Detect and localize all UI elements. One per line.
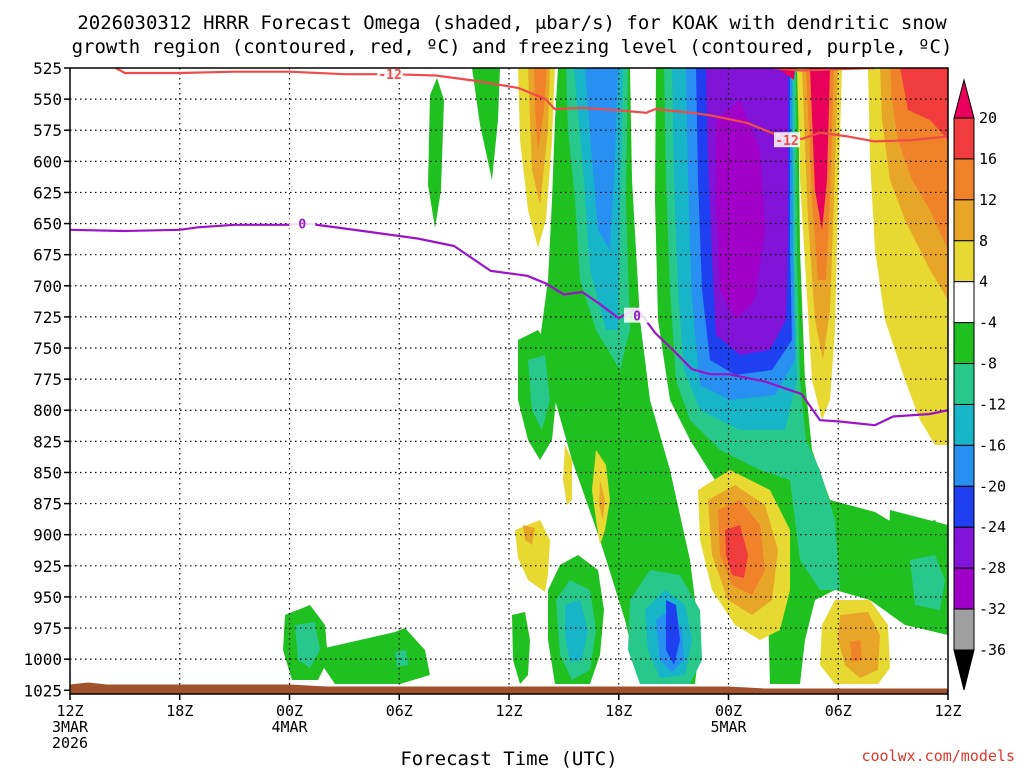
y-tick-label-875: 875 [33, 495, 62, 514]
y-tick-label-775: 775 [33, 370, 62, 389]
x-tick-label-6: 18Z [166, 702, 193, 720]
contour-label-bg-0-0 [377, 68, 404, 82]
colorbar-label-8: -16 [979, 436, 1006, 454]
x-tick-year-0: 2026 [52, 734, 88, 752]
credit-text: coolwx.com/models [861, 747, 1015, 765]
chart-title-line-2: growth region (contoured, red, ºC) and f… [72, 36, 953, 58]
y-tick-label-850: 850 [33, 463, 62, 482]
y-tick-label-525: 525 [33, 59, 62, 78]
x-tick-label-30: 18Z [605, 702, 632, 720]
y-tick-label-550: 550 [33, 90, 62, 109]
colorbar: 20 16 12 8 4 -4 -8 -12 -16 -20 -24 -28 -32 -36 [953, 78, 1006, 691]
ground-strip [70, 682, 948, 694]
x-tick-label-48: 12Z [934, 702, 961, 720]
colorbar-box-8 [953, 444, 975, 487]
y-tick-label-750: 750 [33, 339, 62, 358]
contour-label-bg-0-1 [774, 132, 801, 148]
y-tick-label-1025: 1025 [23, 681, 62, 700]
contour-label-0-0: -12 [378, 68, 401, 83]
colorbar-label-4: 4 [979, 273, 988, 291]
colorbar-box-12 [953, 608, 975, 651]
x-tick-label-0: 12Z [56, 702, 83, 720]
ground-fill [70, 682, 948, 694]
colorbar-box-5 [953, 322, 975, 365]
omega-shading [283, 68, 948, 684]
colorbar-top-triangle [953, 78, 975, 119]
y-tick-label-700: 700 [33, 277, 62, 296]
chart-title-line-1: 2026030312 HRRR Forecast Omega (shaded, … [77, 12, 947, 34]
y-tick-label-1000: 1000 [23, 650, 62, 669]
y-tick-label-725: 725 [33, 308, 62, 327]
y-tick-label-675: 675 [33, 246, 62, 265]
colorbar-box-1 [953, 158, 975, 201]
contour-label-bg-2-0 [289, 215, 316, 231]
colorbar-label-6: -8 [979, 355, 997, 373]
colorbar-box-9 [953, 485, 975, 528]
x-axis-title: Forecast Time (UTC) [400, 748, 617, 768]
x-tick-date-36: 5MAR [710, 718, 747, 736]
colorbar-label-10: -24 [979, 518, 1006, 536]
colorbar-box-2 [953, 199, 975, 242]
y-tick-label-900: 900 [33, 526, 62, 545]
y-tick-label-950: 950 [33, 588, 62, 607]
colorbar-label-11: -28 [979, 559, 1006, 577]
y-axis: 525 550 575 600 625 650 675 700 725 750 775 800 825 8… [23, 59, 70, 700]
contour-label-bg-2-1 [624, 307, 651, 323]
y-tick-label-925: 925 [33, 557, 62, 576]
y-tick-label-800: 800 [33, 401, 62, 420]
colorbar-label-0: 20 [979, 109, 997, 127]
colorbar-label-2: 12 [979, 191, 997, 209]
contour-label-0-1: -12 [775, 134, 798, 149]
x-tick-label-18: 06Z [386, 702, 413, 720]
colorbar-bottom-triangle [953, 649, 975, 691]
x-tick-date-12: 4MAR [271, 718, 308, 736]
x-tick-date-0: 3MAR [52, 718, 89, 736]
colorbar-box-4 [953, 281, 975, 324]
y-tick-label-575: 575 [33, 121, 62, 140]
colorbar-label-12: -32 [979, 600, 1006, 618]
x-tick-label-24: 12Z [495, 702, 522, 720]
colorbar-label-13: -36 [979, 641, 1006, 659]
x-tick-label-36: 00Z [715, 702, 742, 720]
colorbar-box-11 [953, 567, 975, 610]
colorbar-label-3: 8 [979, 232, 988, 250]
y-tick-label-975: 975 [33, 619, 62, 638]
colorbar-box-10 [953, 526, 975, 569]
y-tick-label-600: 600 [33, 152, 62, 171]
colorbar-label-1: 16 [979, 150, 997, 168]
contour-line-0 [115, 68, 948, 143]
colorbar-label-5: -4 [979, 314, 997, 332]
colorbar-box-0 [953, 117, 975, 160]
x-tick-label-42: 06Z [825, 702, 852, 720]
colorbar-label-7: -12 [979, 395, 1006, 413]
x-tick-label-12: 00Z [276, 702, 303, 720]
colorbar-box-6 [953, 363, 975, 405]
colorbar-box-3 [953, 240, 975, 283]
colorbar-box-7 [953, 403, 975, 446]
y-tick-label-825: 825 [33, 432, 62, 451]
y-tick-label-650: 650 [33, 215, 62, 234]
colorbar-label-9: -20 [979, 477, 1006, 495]
contour-label-2-1: 0 [633, 310, 641, 325]
y-tick-label-625: 625 [33, 183, 62, 202]
contour-label-2-0: 0 [298, 218, 306, 233]
